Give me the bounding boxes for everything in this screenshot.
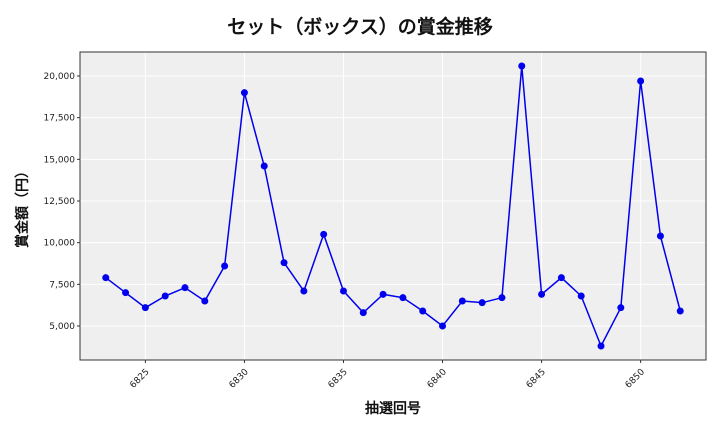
data-point: [538, 290, 546, 298]
x-tick-label: 6845: [525, 367, 548, 390]
data-point: [498, 294, 506, 302]
data-point: [399, 294, 407, 302]
data-point: [122, 289, 130, 297]
data-point: [577, 292, 585, 300]
data-point: [359, 309, 367, 317]
data-point: [221, 262, 229, 270]
data-point: [320, 230, 328, 238]
y-tick-label: 7,500: [49, 280, 75, 290]
data-point: [518, 62, 526, 70]
data-point: [597, 342, 605, 350]
data-point: [141, 304, 149, 312]
y-tick-label: 12,500: [44, 197, 76, 207]
x-tick-label: 6830: [228, 367, 251, 390]
data-point: [656, 232, 664, 240]
y-tick-label: 5,000: [49, 322, 75, 332]
data-point: [102, 274, 110, 282]
plot-frame: [79, 51, 707, 361]
data-point: [617, 304, 625, 312]
y-tick-label: 10,000: [44, 239, 76, 249]
data-point: [478, 299, 486, 307]
y-tick-label: 17,500: [44, 114, 76, 124]
y-tick-label: 20,000: [44, 72, 76, 82]
data-point: [280, 259, 288, 267]
data-point: [240, 89, 248, 97]
x-axis-label: 抽選回号: [365, 401, 421, 417]
data-point: [181, 284, 189, 292]
x-tick-label: 6850: [624, 367, 647, 390]
data-point: [201, 297, 209, 305]
data-point: [339, 287, 347, 295]
data-point: [458, 297, 466, 305]
x-tick-label: 6835: [327, 367, 350, 390]
x-tick-label: 6840: [426, 367, 449, 390]
data-point: [161, 292, 169, 300]
data-point: [637, 77, 645, 85]
data-point: [557, 274, 565, 282]
data-point: [419, 307, 427, 315]
y-tick-label: 15,000: [44, 155, 76, 165]
data-point: [379, 290, 387, 298]
x-tick-label: 6825: [128, 367, 151, 390]
plot-background: [80, 52, 706, 360]
series-line: [105, 65, 681, 348]
data-point: [260, 162, 268, 170]
y-axis-label: 賞金額（円）: [15, 164, 31, 248]
data-point: [439, 322, 447, 330]
chart-title: セット（ボックス）の賞金推移: [227, 16, 493, 38]
data-point: [676, 307, 684, 315]
data-point: [300, 287, 308, 295]
